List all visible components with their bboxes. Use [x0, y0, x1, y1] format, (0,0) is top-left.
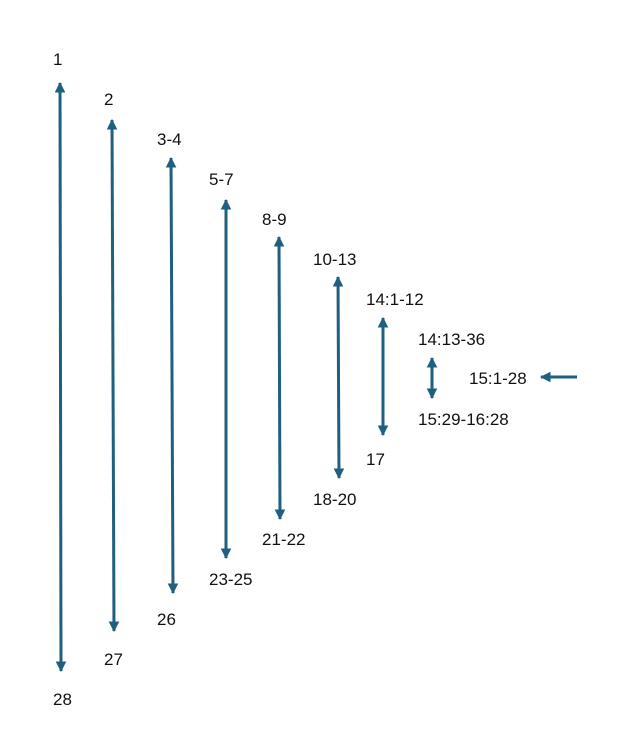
pair-8-bottom-label: 15:29-16:28	[418, 410, 509, 429]
pair-3-bottom-label: 26	[157, 610, 176, 629]
center-label: 15:1-28	[469, 369, 527, 388]
pair-6-bottom-label: 18-20	[313, 490, 356, 509]
pair-5-top-label: 8-9	[262, 210, 287, 229]
pair-3-top-label: 3-4	[157, 130, 182, 149]
pair-7-bottom-label: 17	[366, 450, 385, 469]
pair-7-top-label: 14:1-12	[366, 290, 424, 309]
pair-4-bottom-label: 23-25	[209, 570, 252, 589]
pair-3-double-arrow	[165, 156, 179, 595]
pair-8-top-label: 14:13-36	[418, 330, 485, 349]
pair-1-double-arrow	[54, 81, 67, 673]
pair-5-bottom-label: 21-22	[262, 530, 305, 549]
pair-1-bottom-label: 28	[53, 690, 72, 709]
pair-2-double-arrow	[106, 118, 120, 633]
pair-5-double-arrow	[273, 235, 286, 521]
pair-1-top-label: 1	[53, 50, 62, 69]
pair-6-top-label: 10-13	[313, 250, 356, 269]
pair-6-double-arrow	[332, 275, 345, 480]
pair-2-bottom-label: 27	[104, 650, 123, 669]
pair-4-top-label: 5-7	[209, 170, 234, 189]
pair-2-top-label: 2	[104, 90, 113, 109]
